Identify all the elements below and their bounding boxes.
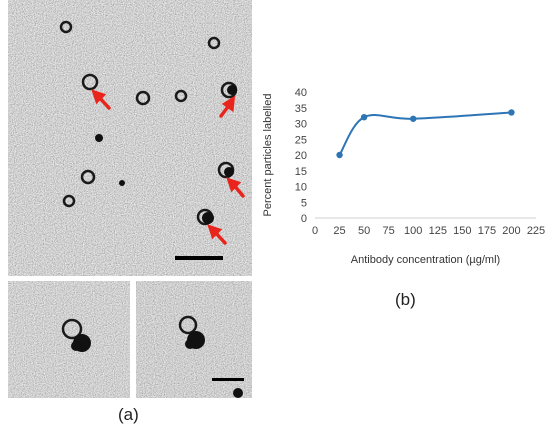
panel-b-caption: (b)	[395, 290, 416, 309]
y-tick-labels: 0 5 10 15 20 25 30 35 40	[295, 87, 307, 225]
y-tick-label: 30	[295, 119, 307, 131]
x-tick-label: 25	[333, 225, 345, 237]
data-point	[336, 151, 343, 159]
panel-a-caption: (a)	[118, 405, 139, 424]
data-point	[410, 115, 417, 122]
y-tick-label: 25	[295, 134, 307, 146]
data-point	[508, 109, 515, 116]
x-tick-label: 225	[527, 225, 545, 237]
x-tick-label: 125	[429, 225, 447, 237]
x-tick-label: 0	[312, 225, 318, 237]
y-axis-label: Percent particles labelled	[262, 94, 274, 217]
y-tick-label: 35	[295, 103, 307, 115]
micrograph-image	[8, 0, 252, 398]
y-tick-label: 40	[295, 87, 307, 99]
x-tick-labels: 0 25 50 75 100 125 150 175 200 225	[312, 225, 545, 237]
data-points	[336, 109, 515, 159]
x-tick-label: 75	[383, 225, 395, 237]
x-tick-label: 50	[358, 225, 370, 237]
x-tick-label: 150	[453, 225, 471, 237]
x-tick-label: 175	[478, 225, 496, 237]
chart-panel: 0 5 10 15 20 25 30 35 40 0 25 50 75 100 125 150 175 200 2…	[255, 75, 550, 280]
y-tick-label: 5	[301, 197, 307, 209]
micrograph-panel: (a)	[0, 0, 260, 435]
y-tick-label: 0	[301, 213, 307, 225]
y-tick-label: 20	[295, 150, 307, 162]
y-tick-label: 15	[295, 166, 307, 178]
line-chart: 0 5 10 15 20 25 30 35 40 0 25 50 75 100 125 150 175 200 2…	[262, 87, 545, 266]
x-tick-label: 200	[502, 225, 520, 237]
data-point	[360, 114, 368, 121]
series-line	[338, 111, 512, 156]
x-tick-label: 100	[404, 225, 422, 237]
x-axis-label: Antibody concentration (µg/ml)	[351, 254, 500, 266]
y-tick-label: 10	[295, 182, 307, 194]
